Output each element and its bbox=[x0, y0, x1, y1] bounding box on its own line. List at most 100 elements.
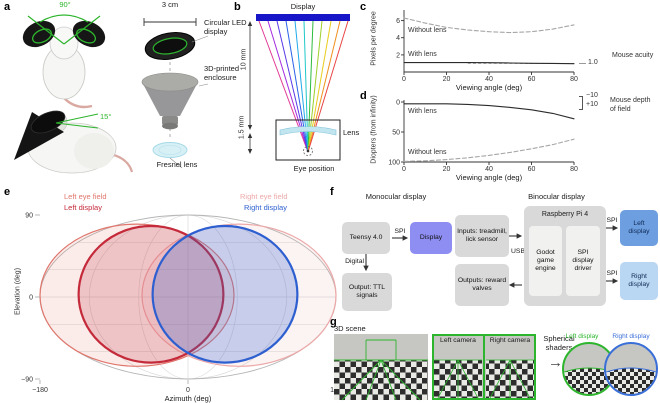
lens-label: Lens bbox=[343, 128, 360, 137]
panel-f-label: f bbox=[330, 186, 334, 198]
panel-a-illustration bbox=[14, 14, 209, 174]
left-camera-label: Left camera bbox=[440, 337, 476, 344]
dimension-10mm bbox=[247, 21, 253, 130]
eye-position-marker bbox=[303, 146, 313, 156]
scene-3d-view bbox=[334, 334, 428, 401]
right-eyepiece-screen-rim bbox=[75, 28, 97, 44]
fresnel-lens-section bbox=[279, 126, 337, 136]
legend-right-display: Right display bbox=[244, 203, 287, 212]
g-right-display-label: Right display bbox=[612, 333, 650, 340]
g-left-display-label: Left display bbox=[565, 333, 599, 340]
d-ytick-0: 0 bbox=[396, 100, 400, 107]
eye-position-dot bbox=[306, 149, 310, 153]
panel-f-arrows bbox=[363, 225, 619, 288]
c-ytick-2: 2 bbox=[396, 52, 400, 59]
callout-led-display: Circular LED display bbox=[204, 18, 247, 36]
mono-display-box: Display bbox=[410, 222, 452, 254]
fov-90deg-lines bbox=[27, 14, 101, 45]
angle-90-label: 90° bbox=[59, 0, 71, 9]
raspberry-pi-title: Raspberry Pi 4 bbox=[541, 211, 589, 218]
lens-region-box bbox=[275, 119, 341, 161]
spi-left-label: SPI bbox=[606, 217, 618, 224]
scale-bar-3cm bbox=[143, 18, 197, 26]
camera-wireframes bbox=[434, 359, 534, 398]
chart-c-xlabel: Viewing angle (deg) bbox=[455, 83, 523, 92]
chart-d: 0 50 100 0 20 40 60 80 With lens Without… bbox=[388, 100, 578, 174]
spi-right-label: SPI bbox=[606, 270, 618, 277]
fresnel-lens bbox=[152, 142, 188, 158]
spi-mono-label: SPI bbox=[394, 228, 406, 235]
right-display-horizon bbox=[606, 367, 656, 373]
d-xtick-20: 20 bbox=[443, 166, 451, 173]
dof-lower-value: +10 bbox=[586, 101, 598, 108]
c-xtick-20: 20 bbox=[443, 76, 451, 83]
acuity-value: 1.0 bbox=[588, 59, 598, 66]
e-ytick-0: 0 bbox=[29, 295, 33, 302]
printed-enclosure bbox=[141, 72, 199, 130]
spi-driver-box: SPI display driver bbox=[566, 226, 600, 296]
ttl-output-box: Output: TTL signals bbox=[342, 273, 392, 311]
left-display-region bbox=[77, 224, 225, 364]
arrow-right-icon: → bbox=[548, 354, 563, 371]
c-xtick-60: 60 bbox=[528, 76, 536, 83]
d-xtick-0: 0 bbox=[402, 166, 406, 173]
right-display-box: Right display bbox=[620, 262, 658, 300]
inputs-box: Inputs: treadmill, lick sensor bbox=[455, 215, 509, 257]
headset-cone bbox=[14, 112, 64, 160]
legend-right-eye-field: Right eye field bbox=[240, 192, 288, 201]
right-display-render bbox=[606, 367, 656, 394]
d-xtick-80: 80 bbox=[570, 166, 578, 173]
chart-c-ylabel: Pixels per degree bbox=[370, 11, 378, 66]
top-view-mouse bbox=[22, 14, 106, 109]
headset-disc bbox=[30, 110, 66, 134]
d-with-lens-label: With lens bbox=[408, 108, 437, 115]
panel-a-label: a bbox=[4, 1, 11, 13]
d-ytick-100: 100 bbox=[388, 160, 400, 167]
c-ytick-4: 4 bbox=[396, 35, 400, 42]
left-display-box: Left display bbox=[620, 210, 658, 246]
c-with-lens-label: With lens bbox=[408, 51, 437, 58]
flow-arrows bbox=[363, 225, 619, 288]
d-xtick-40: 40 bbox=[485, 166, 493, 173]
chart-d-xlabel: Viewing angle (deg) bbox=[455, 173, 523, 182]
side-view-mouse bbox=[14, 110, 134, 174]
c-xtick-40: 40 bbox=[485, 76, 493, 83]
angle-15-label: 15° bbox=[100, 112, 112, 121]
e-xtick-0: 0 bbox=[186, 387, 190, 394]
left-display-floor bbox=[564, 368, 614, 394]
distance-10mm-label: 10 mm bbox=[240, 48, 248, 71]
callout-enclosure: 3D-printed enclosure bbox=[204, 64, 240, 82]
panel-e-label: e bbox=[4, 186, 11, 198]
e-ytick-m90: −90 bbox=[21, 377, 33, 384]
mouse-head bbox=[49, 26, 79, 60]
panel-g-label: g bbox=[330, 316, 337, 328]
scene-checker-floor bbox=[334, 360, 428, 400]
digital-label: Digital bbox=[345, 258, 364, 265]
panel-d-label: d bbox=[360, 90, 367, 102]
display-title: Display bbox=[290, 2, 316, 11]
mouse-haunch bbox=[74, 133, 114, 169]
callout-lines bbox=[169, 35, 209, 169]
legend-left-display: Left display bbox=[64, 203, 102, 212]
dof-upper-value: −10 bbox=[586, 92, 598, 99]
display-assembly bbox=[141, 18, 209, 169]
d-xtick-60: 60 bbox=[528, 166, 536, 173]
camera-views-box bbox=[432, 334, 536, 400]
usb-label: USB bbox=[511, 248, 525, 255]
monocular-title: Monocular display bbox=[365, 192, 427, 201]
spherical-shaders-label: Spherical shaders bbox=[543, 334, 575, 352]
right-display-floor bbox=[606, 368, 656, 394]
azimuth-axis-label: Azimuth (deg) bbox=[164, 394, 212, 403]
distance-1p5mm-label: 1.5 mm bbox=[238, 115, 246, 140]
legend-left-eye-field: Left eye field bbox=[64, 192, 107, 201]
chart-d-ylabel: Diopters (from infinity) bbox=[370, 95, 378, 164]
godot-box: Godot game engine bbox=[529, 226, 562, 296]
d-series-with-lens bbox=[403, 103, 575, 120]
mouse-acuity-label: Mouse acuity bbox=[612, 52, 654, 59]
teensy-box: Teensy 4.0 bbox=[342, 222, 390, 254]
scene-wireframe bbox=[334, 339, 428, 401]
c-without-lens-label: Without lens bbox=[408, 27, 447, 34]
binocular-title: Binocular display bbox=[528, 192, 585, 201]
panel-b-ray-diagram bbox=[247, 14, 350, 161]
